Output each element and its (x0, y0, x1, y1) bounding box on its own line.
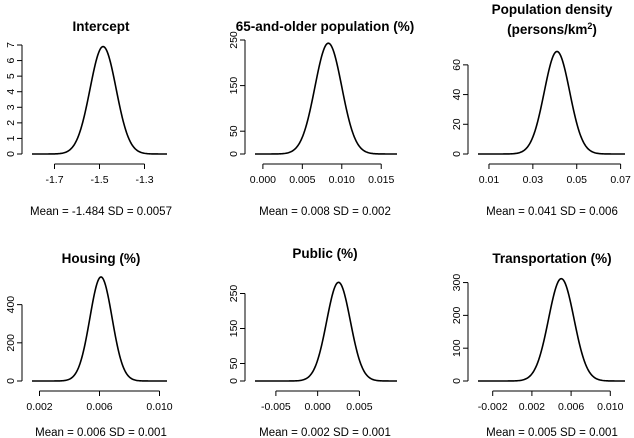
panel-stats: Mean = 0.041 SD = 0.006 (486, 206, 618, 218)
density-curve (255, 281, 397, 382)
y-tick-label: 400 (5, 296, 17, 314)
density-curve (478, 50, 625, 155)
panel-title-units-main: (persons/km (507, 22, 587, 37)
y-tick-label: 250 (228, 285, 240, 303)
y-tick-label: 300 (451, 274, 463, 292)
x-tick-label: -0.005 (261, 401, 291, 413)
y-tick-label: 4 (5, 89, 17, 95)
panel-title: Population density (492, 2, 613, 17)
y-tick-label: 200 (451, 306, 463, 324)
panel-transportation: Transportation (%) Mean = 0.005 SD = 0.0… (451, 251, 625, 438)
panel-title: Housing (%) (62, 251, 141, 266)
y-tick-label: 3 (5, 104, 17, 110)
panel-intercept: Intercept Mean = -1.484 SD = 0.0057 0 1 2 3… (5, 19, 172, 218)
x-tick-label: 0.002 (26, 401, 52, 413)
y-tick-label: 5 (5, 73, 17, 79)
x-tick-label: -1.5 (90, 174, 108, 186)
y-tick-label: 0 (451, 151, 463, 157)
panel-title: Transportation (%) (492, 251, 611, 266)
panel-title-units-end: ) (592, 22, 597, 37)
panel-title-units: (persons/km2) (507, 21, 597, 37)
y-tick-label: 1 (5, 135, 17, 141)
x-tick-label: -1.3 (135, 174, 153, 186)
y-tick-label: 40 (451, 89, 463, 101)
density-curve (478, 277, 625, 382)
panel-housing: Housing (%) Mean = 0.006 SD = 0.001 0 200… (5, 251, 173, 438)
y-tick-label: 20 (451, 118, 463, 130)
y-tick-label: 60 (451, 59, 463, 71)
density-curve (255, 42, 397, 155)
x-tick-label: 0.010 (597, 401, 623, 413)
y-tick-label: 150 (228, 77, 240, 95)
y-tick-label: 250 (228, 31, 240, 49)
panel-stats: Mean = 0.008 SD = 0.002 (259, 206, 391, 218)
x-tick-label: 0.01 (479, 174, 500, 186)
x-tick-label: 0.010 (146, 401, 172, 413)
y-tick-label: 0 (5, 378, 17, 384)
panel-title-units-sup: 2 (587, 21, 592, 31)
y-tick-label: 50 (228, 125, 240, 137)
x-tick-label: -0.002 (478, 401, 508, 413)
panel-public: Public (%) Mean = 0.002 SD = 0.001 0 50 15… (228, 246, 397, 438)
y-tick-label: 0 (228, 151, 240, 157)
x-tick-label: 0.005 (289, 174, 315, 186)
x-tick-label: 0.000 (305, 401, 331, 413)
panel-stats: Mean = 0.005 SD = 0.001 (486, 427, 618, 438)
panel-stats: Mean = 0.006 SD = 0.001 (35, 427, 167, 438)
x-tick-label: 0.000 (250, 174, 276, 186)
y-tick-label: 2 (5, 120, 17, 126)
panel-stats: Mean = 0.002 SD = 0.001 (259, 427, 391, 438)
x-tick-label: 0.05 (567, 174, 588, 186)
x-tick-label: 0.002 (519, 401, 545, 413)
panel-title: Public (%) (292, 246, 357, 261)
panel-65-and-older-population: 65-and-older population (%) Mean = 0.008… (228, 19, 414, 218)
x-tick-label: 0.010 (329, 174, 355, 186)
x-tick-label: 0.005 (346, 401, 372, 413)
density-curve (32, 276, 167, 382)
density-curve (32, 45, 167, 155)
x-tick-label: 0.015 (368, 174, 394, 186)
y-tick-label: 200 (5, 334, 17, 352)
panel-title: Intercept (72, 19, 130, 34)
y-tick-label: 6 (5, 57, 17, 63)
y-tick-label: 50 (228, 358, 240, 370)
y-tick-label: 0 (228, 378, 240, 384)
x-tick-label: 0.006 (86, 401, 112, 413)
y-tick-label: 0 (5, 151, 17, 157)
y-tick-label: 150 (228, 320, 240, 338)
panel-population-density: Population density (persons/km2) Mean = … (451, 2, 631, 218)
y-tick-label: 0 (451, 378, 463, 384)
x-tick-label: 0.07 (610, 174, 631, 186)
x-tick-label: 0.03 (523, 174, 544, 186)
panel-stats: Mean = -1.484 SD = 0.0057 (30, 206, 172, 218)
x-tick-label: 0.006 (558, 401, 584, 413)
panel-title: 65-and-older population (%) (236, 19, 415, 34)
y-tick-label: 7 (5, 42, 17, 48)
x-tick-label: -1.7 (45, 174, 63, 186)
y-tick-label: 100 (451, 339, 463, 357)
